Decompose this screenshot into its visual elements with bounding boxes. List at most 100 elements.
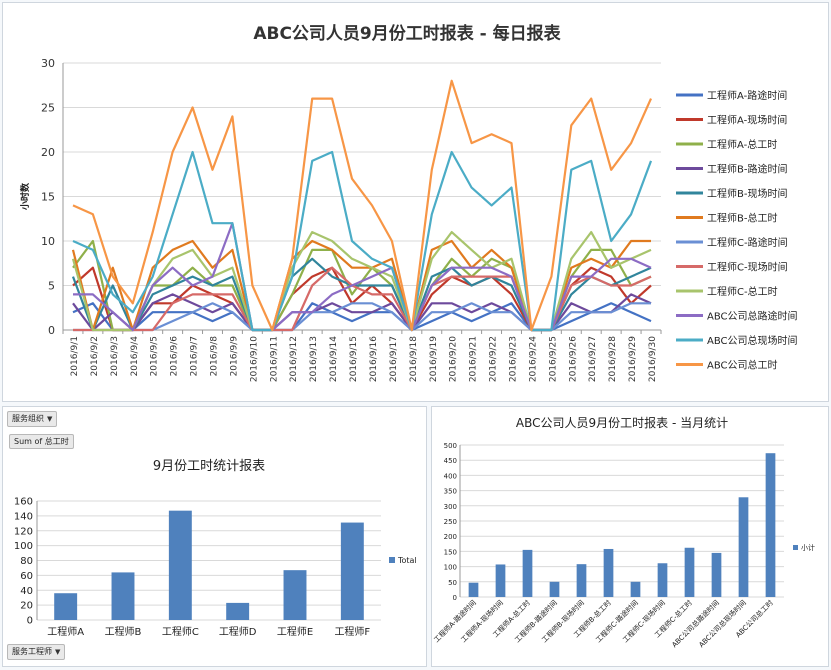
pivot-filter-label: 服务组织 bbox=[12, 414, 44, 423]
y-tick-label: 10 bbox=[41, 235, 55, 248]
y-tick-label: 160 bbox=[14, 497, 33, 508]
x-tick-label: 2016/9/6 bbox=[170, 336, 180, 377]
y-tick-label: 450 bbox=[444, 457, 457, 465]
legend-label: ABC公司总工时 bbox=[707, 359, 778, 372]
y-tick-label: 120 bbox=[14, 526, 33, 537]
y-tick-label: 0 bbox=[453, 594, 457, 602]
bar bbox=[657, 563, 668, 597]
x-tick-label: 工程师E bbox=[277, 625, 313, 638]
legend-label: 工程师B-现场时间 bbox=[707, 187, 787, 200]
bar bbox=[576, 564, 587, 597]
bar bbox=[684, 547, 695, 597]
legend-label: ABC公司总现场时间 bbox=[707, 334, 798, 347]
x-tick-label: 2016/9/26 bbox=[568, 336, 578, 382]
x-tick-label: 2016/9/11 bbox=[269, 336, 279, 382]
x-tick-label: 2016/9/3 bbox=[110, 336, 120, 376]
bar bbox=[111, 572, 135, 620]
pivot-axis-label: 服务工程师 bbox=[12, 647, 52, 656]
bar bbox=[168, 510, 192, 620]
y-tick-label: 140 bbox=[14, 511, 33, 522]
legend-label: 小计 bbox=[801, 543, 815, 552]
pivot-value-label: Sum of 总工时 bbox=[14, 437, 69, 446]
x-tick-label: 工程师F bbox=[334, 625, 370, 638]
x-tick-label: 2016/9/24 bbox=[528, 336, 538, 382]
y-tick-label: 80 bbox=[20, 556, 33, 567]
pivot-value-button[interactable]: Sum of 总工时 bbox=[9, 434, 74, 449]
x-tick-label: 2016/9/21 bbox=[469, 336, 479, 382]
engineer-bar-chart: 9月份工时统计报表 0 20 40 60 80 100 120 140 160 工程师A 工程师B 工程… bbox=[14, 459, 417, 638]
legend-label: ABC公司总路途时间 bbox=[707, 310, 798, 323]
x-tick-label: 2016/9/1 bbox=[70, 336, 80, 376]
y-tick-label: 150 bbox=[444, 548, 457, 556]
x-tick-label: 2016/9/27 bbox=[588, 336, 598, 382]
y-tick-label: 300 bbox=[444, 503, 457, 511]
series-line bbox=[73, 222, 652, 332]
x-tick-label: 2016/9/28 bbox=[608, 336, 618, 382]
bar bbox=[283, 570, 307, 620]
bar bbox=[603, 548, 614, 597]
bar bbox=[549, 581, 560, 597]
bar bbox=[522, 549, 533, 597]
y-tick-label: 250 bbox=[444, 518, 457, 526]
y-axis-label: 小时数 bbox=[19, 182, 31, 211]
y-tick-label: 60 bbox=[20, 571, 33, 582]
y-tick-label: 30 bbox=[41, 57, 55, 70]
x-tick-label: ABC公司总现场时间 bbox=[697, 598, 748, 649]
x-tick-label: 2016/9/12 bbox=[289, 336, 299, 382]
bar bbox=[468, 582, 479, 597]
x-tick-label: 2016/9/9 bbox=[229, 336, 239, 377]
y-tick-label: 15 bbox=[41, 191, 55, 204]
pivot-axis-button[interactable]: 服务工程师 ▼ bbox=[7, 644, 66, 660]
legend-label: Total bbox=[397, 556, 417, 565]
y-tick-label: 100 bbox=[14, 541, 33, 552]
x-tick-label: ABC公司总路途时间 bbox=[670, 598, 721, 649]
legend-label: 工程师A-路途时间 bbox=[707, 89, 787, 102]
series-line bbox=[73, 302, 651, 332]
y-tick-label: 50 bbox=[448, 579, 457, 587]
x-tick-label: 2016/9/15 bbox=[349, 336, 359, 382]
y-tick-label: 0 bbox=[48, 324, 55, 337]
y-tick-label: 20 bbox=[41, 146, 55, 159]
daily-chart-panel: ABC公司人员9月份工时报表 - 每日报表 0 5 10 15 20 25 30 2016/9/… bbox=[2, 2, 829, 402]
legend-label: 工程师C-现场时间 bbox=[707, 261, 788, 274]
x-tick-label: 2016/9/2 bbox=[90, 336, 100, 376]
x-tick-label: 2016/9/16 bbox=[369, 336, 379, 382]
x-tick-label: 工程师A bbox=[47, 625, 84, 638]
x-tick-label: 2016/9/25 bbox=[548, 336, 558, 382]
x-tick-label: 2016/9/29 bbox=[628, 336, 638, 382]
bar bbox=[495, 564, 506, 597]
bar bbox=[54, 593, 78, 620]
x-tick-label: 2016/9/13 bbox=[309, 336, 319, 382]
daily-line-chart: ABC公司人员9月份工时报表 - 每日报表 0 5 10 15 20 25 30 2016/9/… bbox=[19, 23, 798, 382]
legend-label: 工程师C-路途时间 bbox=[707, 236, 788, 249]
y-tick-label: 5 bbox=[48, 280, 55, 293]
monthly-chart-panel: ABC公司人员9月份工时报表 - 当月统计 0 50 100 150 200 250 300 3… bbox=[431, 406, 829, 667]
x-tick-label: 2016/9/8 bbox=[210, 336, 220, 377]
chart-title: 9月份工时统计报表 bbox=[153, 459, 265, 474]
x-tick-label: 2016/9/10 bbox=[249, 336, 259, 382]
series-line bbox=[72, 302, 652, 332]
dropdown-arrow-icon: ▼ bbox=[55, 648, 61, 656]
chart-title: ABC公司人员9月份工时报表 - 每日报表 bbox=[253, 23, 561, 44]
legend-label: 工程师A-总工时 bbox=[707, 138, 777, 151]
y-tick-label: 20 bbox=[20, 601, 33, 612]
series-line bbox=[72, 150, 653, 332]
x-tick-label: 2016/9/22 bbox=[489, 336, 499, 382]
legend-label: 工程师C-总工时 bbox=[707, 285, 778, 298]
x-tick-label: 2016/9/5 bbox=[150, 336, 160, 376]
pivot-filter-button[interactable]: 服务组织 ▼ bbox=[7, 411, 58, 427]
x-tick-label: 工程师D bbox=[219, 625, 257, 638]
x-tick-label: 2016/9/14 bbox=[329, 336, 339, 382]
legend-label: 工程师B-路途时间 bbox=[707, 163, 787, 176]
series-line bbox=[72, 79, 653, 332]
x-tick-label: 2016/9/4 bbox=[130, 336, 140, 377]
chart-title: ABC公司人员9月份工时报表 - 当月统计 bbox=[516, 415, 728, 430]
x-tick-label: 2016/9/19 bbox=[429, 336, 439, 382]
bar bbox=[340, 522, 364, 620]
y-tick-label: 200 bbox=[444, 533, 457, 541]
dropdown-arrow-icon: ▼ bbox=[47, 415, 53, 423]
y-tick-label: 500 bbox=[444, 442, 457, 450]
x-tick-label: 2016/9/7 bbox=[190, 336, 200, 376]
x-tick-label: 2016/9/20 bbox=[449, 336, 459, 382]
y-tick-label: 100 bbox=[444, 564, 457, 572]
